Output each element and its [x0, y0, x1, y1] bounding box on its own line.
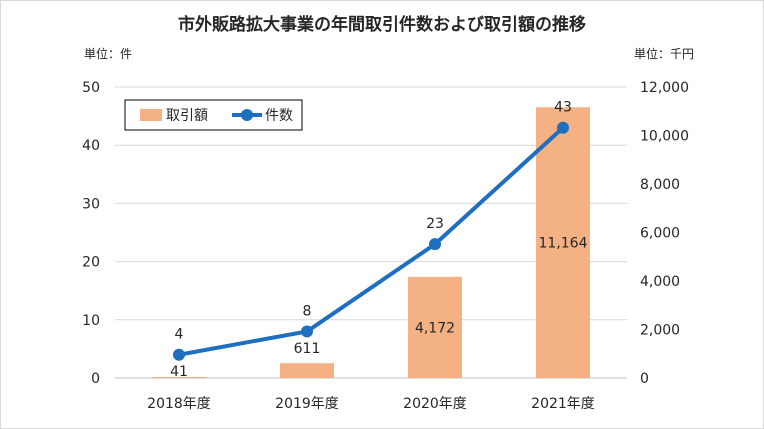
- right-axis-unit: 単位：千円: [634, 46, 694, 61]
- left-axis-tick: 20: [82, 255, 100, 271]
- x-axis-tick: 2020年度: [403, 396, 467, 412]
- left-axis-unit: 単位：件: [84, 46, 132, 61]
- left-axis-tick: 40: [82, 138, 100, 154]
- bar: [536, 107, 590, 378]
- x-axis-tick: 2019年度: [275, 396, 339, 412]
- legend-line-label: 件数: [265, 108, 293, 124]
- legend-bar-label: 取引額: [166, 108, 208, 124]
- line-data-label: 8: [303, 303, 312, 319]
- right-axis-tick: 2,000: [640, 323, 680, 339]
- legend-line-marker: [241, 109, 253, 121]
- line-point: [301, 325, 313, 338]
- bar-data-label: 11,164: [539, 236, 588, 252]
- bar-data-label: 611: [294, 341, 321, 357]
- right-axis-tick: 4,000: [640, 274, 680, 290]
- line-data-label: 23: [426, 216, 444, 232]
- legend: 取引額 件数: [124, 99, 303, 131]
- left-axis-tick: 10: [82, 313, 100, 329]
- x-axis-tick: 2018年度: [147, 396, 211, 412]
- bar: [152, 377, 206, 379]
- line-point: [429, 238, 441, 251]
- right-axis-tick: 12,000: [640, 80, 689, 96]
- line-point: [557, 121, 569, 134]
- left-axis-tick: 30: [82, 196, 100, 212]
- line-series: [178, 126, 565, 357]
- bar: [280, 363, 334, 378]
- left-axis-tick: 0: [91, 371, 100, 387]
- chart-title: 市外販路拡大事業の年間取引件数および取引額の推移: [178, 14, 586, 35]
- right-axis-tick: 10,000: [640, 129, 689, 145]
- left-axis-tick: 50: [82, 80, 100, 96]
- bar: [408, 276, 462, 378]
- line-point: [173, 348, 185, 361]
- right-axis-tick: 6,000: [640, 226, 680, 242]
- bar-data-label: 4,172: [415, 320, 455, 336]
- right-axis-tick: 8,000: [640, 177, 680, 193]
- line-data-label: 43: [554, 100, 572, 116]
- bar-data-label: 41: [170, 364, 188, 380]
- legend-bar-swatch: [140, 109, 162, 121]
- x-axis-tick: 2021年度: [531, 396, 595, 412]
- right-axis-tick: 0: [640, 371, 649, 387]
- line-data-label: 4: [175, 327, 184, 343]
